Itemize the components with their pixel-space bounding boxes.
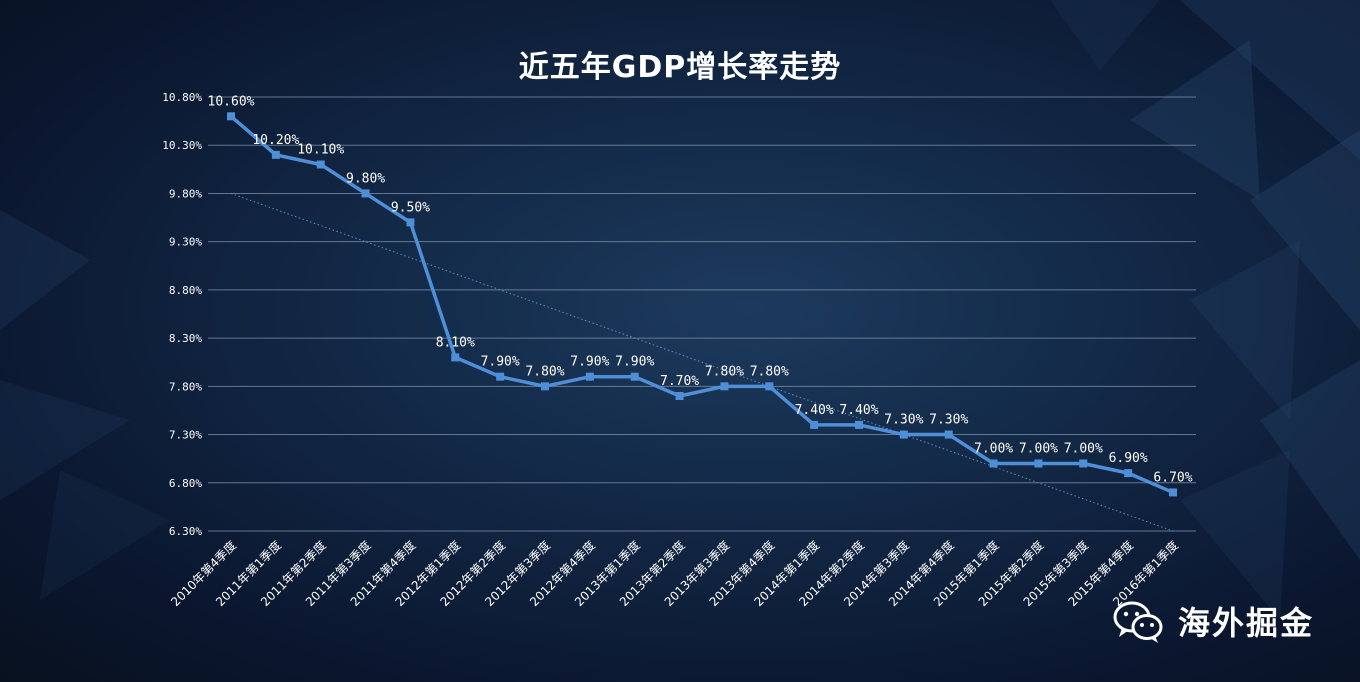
data-label: 7.90%	[615, 355, 654, 370]
data-label: 7.00%	[1019, 441, 1058, 456]
y-tick-label: 6.80%	[169, 477, 202, 490]
data-point	[496, 372, 505, 381]
data-point	[675, 391, 684, 400]
data-label: 7.40%	[795, 403, 834, 418]
data-point	[630, 372, 639, 381]
data-label: 7.70%	[660, 374, 699, 389]
data-point	[810, 420, 819, 429]
y-tick-label: 10.80%	[162, 91, 202, 104]
y-tick-label: 9.80%	[169, 187, 202, 200]
data-point	[1079, 459, 1088, 468]
y-tick-label: 9.30%	[169, 236, 202, 249]
data-label: 7.80%	[525, 364, 564, 379]
watermark: 海外掘金	[1112, 596, 1314, 646]
data-point	[720, 382, 729, 391]
y-tick-label: 7.80%	[169, 380, 202, 393]
data-label: 7.80%	[750, 364, 789, 379]
y-axis-ticks: 6.30% 6.80% 7.30% 7.80% 8.30% 8.80% 9.30% 9.80%…	[162, 91, 202, 538]
data-point	[271, 150, 280, 159]
data-point	[451, 353, 460, 362]
data-label: 7.90%	[481, 355, 520, 370]
y-tick-label: 10.30%	[162, 139, 202, 152]
data-label: 10.10%	[297, 143, 344, 158]
y-tick-label: 6.30%	[169, 525, 202, 538]
wechat-icon	[1113, 601, 1163, 643]
data-point	[227, 112, 235, 121]
data-point	[1169, 488, 1177, 497]
data-label: 7.30%	[884, 413, 923, 428]
data-label: 8.10%	[436, 335, 475, 350]
data-label: 9.50%	[391, 200, 430, 215]
y-tick-label: 7.30%	[169, 429, 202, 442]
data-point	[316, 160, 325, 169]
data-point	[765, 382, 774, 391]
data-point	[944, 430, 953, 439]
data-point	[899, 430, 908, 439]
grid-lines	[208, 96, 1196, 532]
data-label: 7.80%	[705, 364, 744, 379]
data-label: 10.20%	[252, 133, 299, 148]
data-label: 7.40%	[839, 403, 878, 418]
data-point	[1124, 469, 1133, 478]
data-point	[541, 382, 549, 391]
series-points	[227, 112, 1177, 497]
y-tick-label: 8.80%	[169, 284, 202, 297]
data-label: 10.60%	[208, 94, 255, 109]
data-point	[1034, 459, 1043, 468]
x-axis-ticks: 2010年第4季度2011年第1季度2011年第2季度2011年第3季度2011…	[168, 538, 1182, 610]
data-label: 9.80%	[346, 171, 385, 186]
data-point	[989, 459, 998, 468]
data-label: 7.00%	[1064, 441, 1103, 456]
data-label: 7.00%	[974, 441, 1013, 456]
series-line	[229, 114, 1174, 495]
trendline-path	[230, 192, 1174, 532]
data-point	[855, 420, 863, 429]
data-label: 6.70%	[1153, 470, 1192, 485]
chart-title: 近五年GDP增长率走势	[518, 50, 842, 85]
data-label: 7.30%	[929, 413, 968, 428]
watermark-text: 海外掘金	[1178, 604, 1315, 642]
trendline	[230, 192, 1174, 532]
data-label: 7.90%	[570, 355, 609, 370]
data-point	[585, 372, 594, 381]
y-tick-label: 8.30%	[169, 332, 202, 345]
series-path	[229, 114, 1174, 495]
data-point	[406, 218, 415, 227]
data-point	[361, 189, 370, 198]
data-labels: 10.60% 10.20%10.10%9.80% 9.50% 8.10% 7.90% 7.…	[208, 94, 1193, 485]
data-label: 6.90%	[1109, 451, 1148, 466]
